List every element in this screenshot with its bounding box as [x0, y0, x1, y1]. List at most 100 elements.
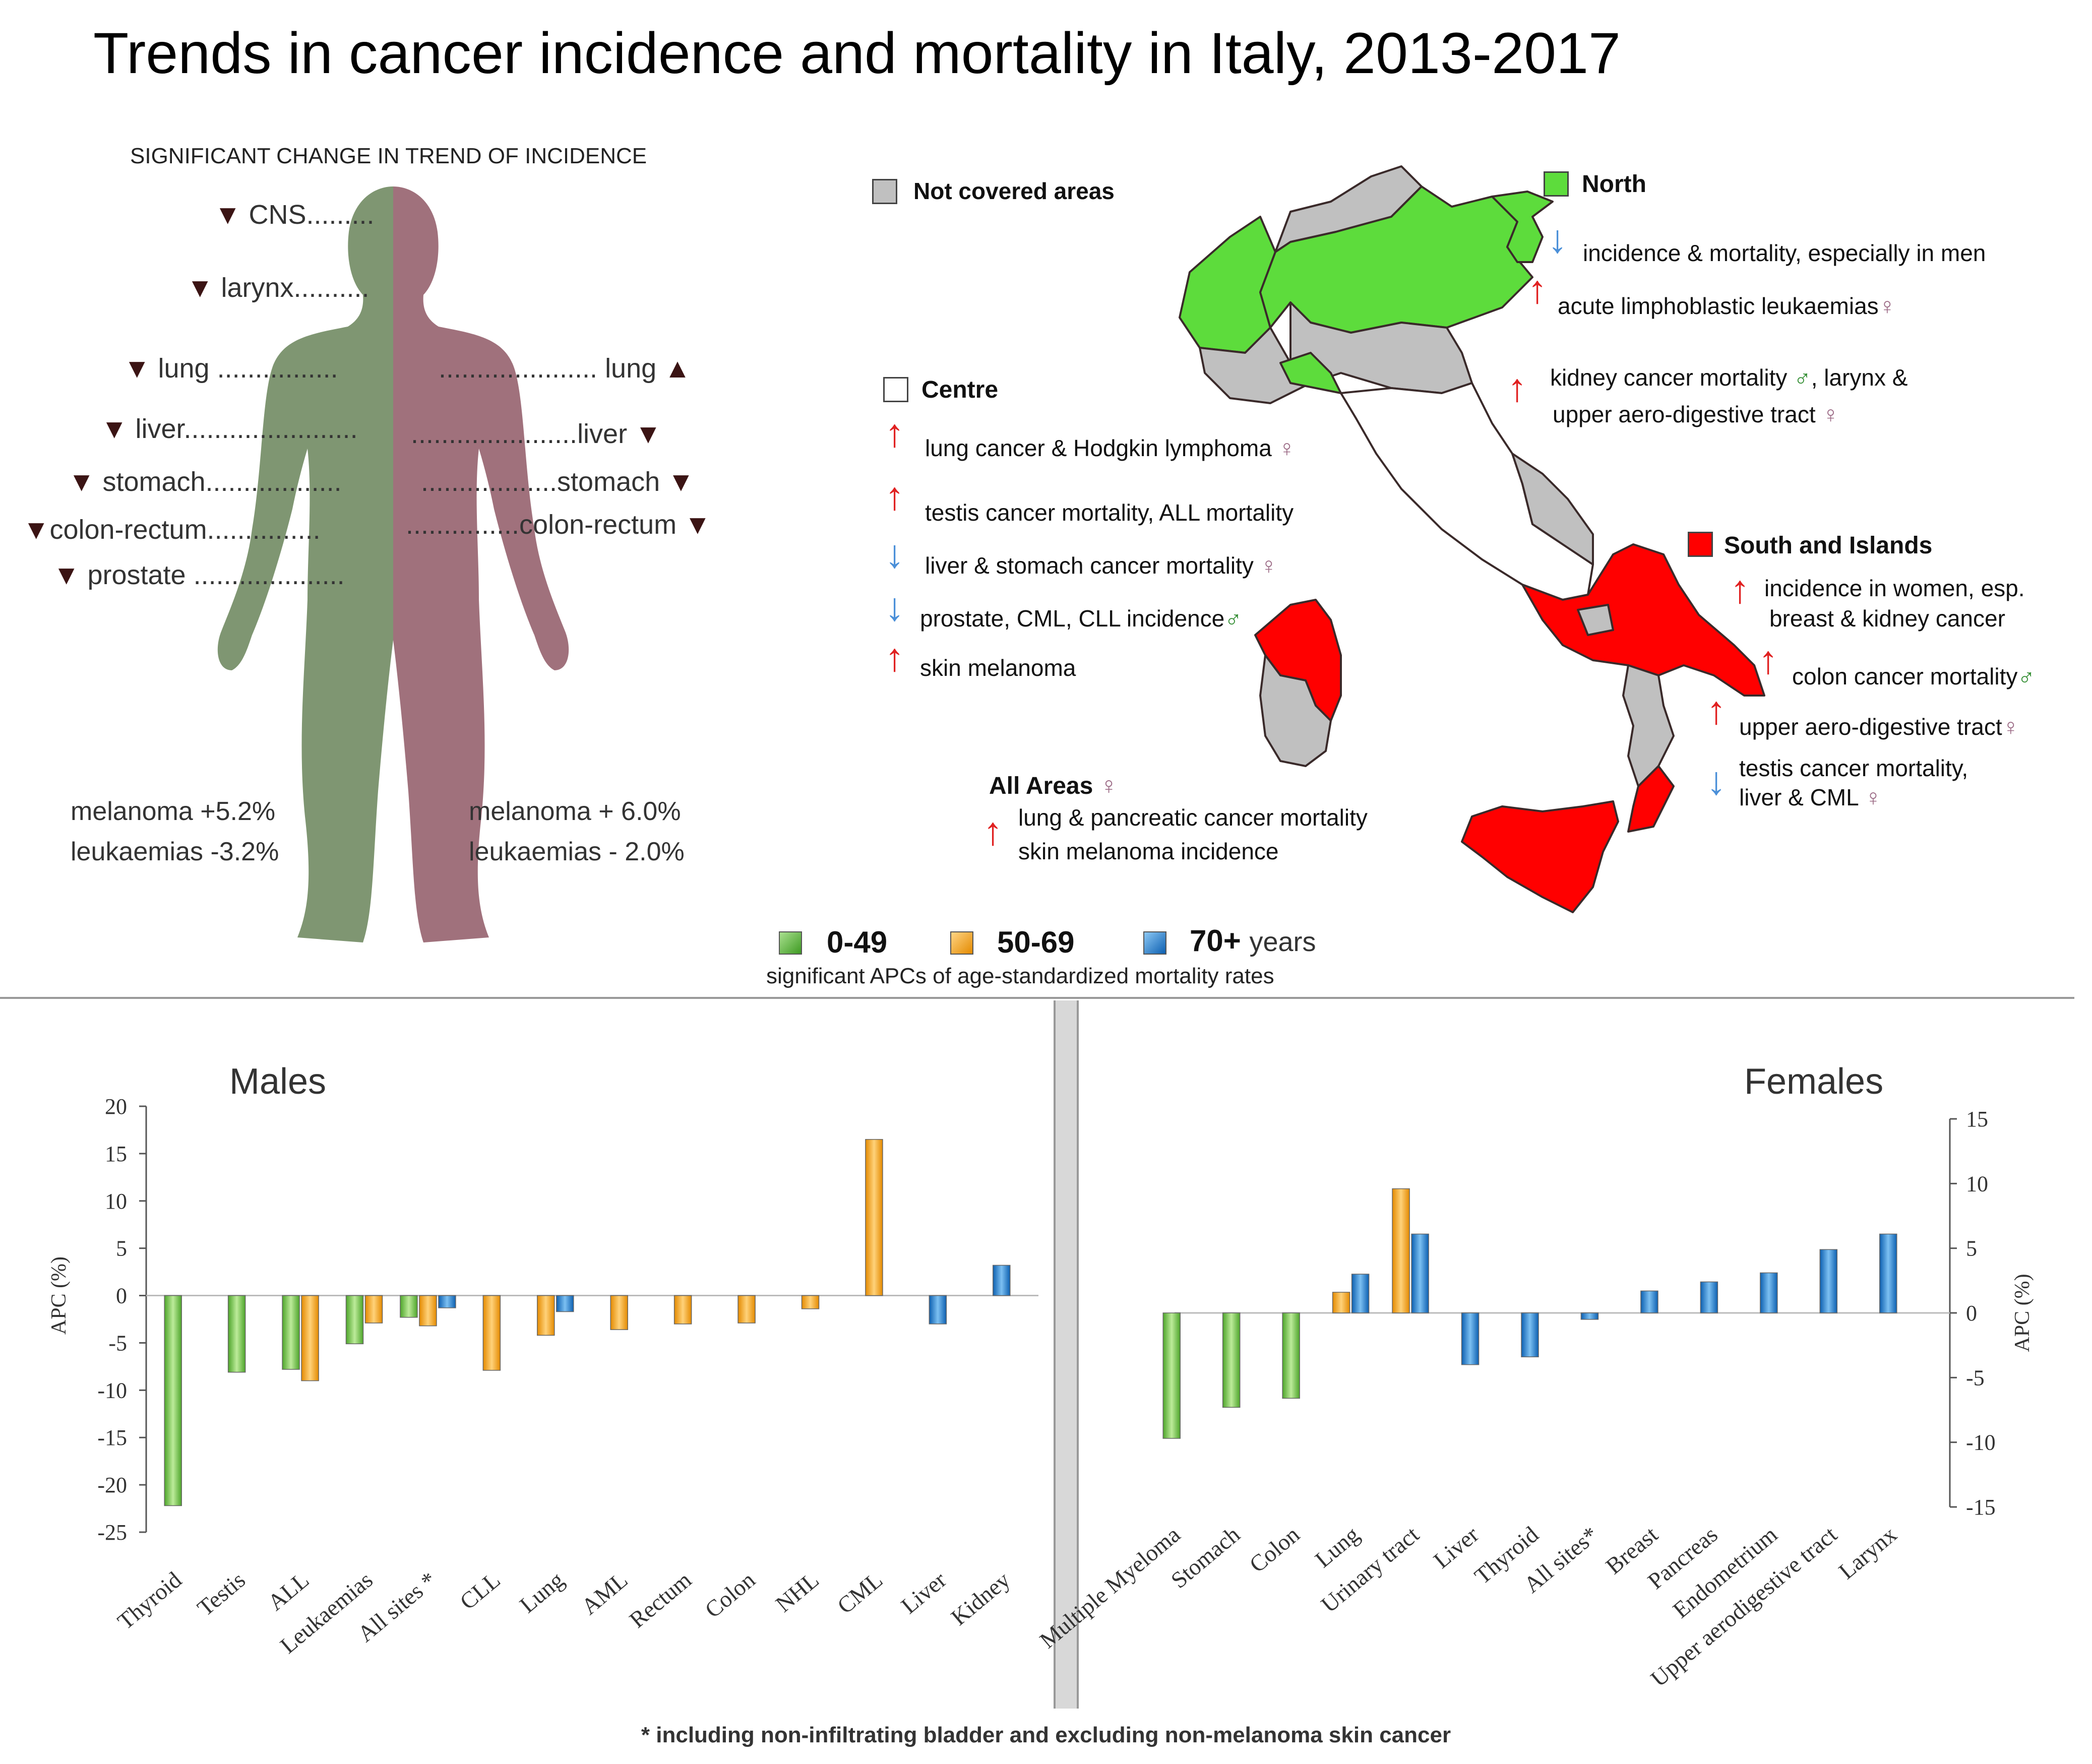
males-chart: Males 20 15 10 5 0 -5 -10 -15 -20 -25 APC (%) Thyroi… [47, 1061, 1038, 1659]
map-calabria-red [1627, 765, 1675, 833]
footnote: * including non-infiltrating bladder and… [641, 1723, 1451, 1747]
y-tick-label: 0 [1966, 1301, 1977, 1326]
vertical-divider [1054, 1000, 1079, 1709]
y-axis-label: APC (%) [2011, 1274, 2034, 1352]
x-category-label: Rectum [625, 1566, 697, 1632]
bar-age-50-69 [1332, 1292, 1350, 1313]
bar-age-70-plus [929, 1295, 947, 1325]
female-organ-stomach: ..................stomach ▼ [421, 467, 695, 497]
north-note-2: acute limphoblastic leukaemias♀ [1558, 293, 1896, 319]
female-symbol-icon: ♀ [1864, 784, 1882, 810]
centre-note-1: lung cancer & Hodgkin lymphoma ♀ [925, 435, 1296, 461]
map-north-east [1491, 191, 1554, 263]
x-category-label: ALL [263, 1567, 314, 1616]
north-down-arrow-icon: ↓ [1548, 217, 1567, 261]
south-note-3: colon cancer mortality♂ [1792, 663, 2035, 689]
male-symbol-icon: ♂ [2017, 663, 2035, 689]
y-axis-label: APC (%) [47, 1256, 71, 1335]
y-tick-label: 5 [1966, 1236, 1977, 1261]
age-swatch-0-49 [779, 931, 802, 955]
centre-swatch [883, 377, 908, 402]
bar-age-50-69 [673, 1295, 692, 1325]
age-label-70-plus: 70+ years [1190, 924, 1316, 958]
y-tick-label: -10 [97, 1378, 127, 1403]
bar-age-70-plus [1879, 1233, 1897, 1313]
south-down-arrow-icon: ↓ [1706, 759, 1726, 803]
bar-age-70-plus [1580, 1312, 1599, 1320]
south-up-arrow-3-icon: ↑ [1706, 688, 1726, 732]
centre-down-arrow-icon: ↓ [885, 532, 904, 576]
y-tick-label: 20 [105, 1094, 127, 1119]
y-tick-label: 0 [116, 1284, 127, 1308]
centre-note-5: skin melanoma [920, 655, 1076, 681]
mortality-caption: significant APCs of age-standardized mor… [766, 964, 1274, 988]
y-tick-label: -15 [1966, 1495, 1996, 1520]
chart-title: Males [229, 1061, 326, 1102]
female-symbol-icon: ♀ [1278, 435, 1296, 461]
female-symbol-icon: ♀ [1260, 552, 1278, 579]
x-category-label: Stomach [1166, 1522, 1245, 1594]
x-category-label: Colon [700, 1567, 760, 1623]
y-tick-label: 5 [116, 1236, 127, 1261]
female-symbol-icon: ♀ [2002, 714, 2020, 740]
bar-age-0-49 [1282, 1312, 1300, 1399]
male-organ-liver: ▼ liver....................... [101, 414, 358, 444]
north-up-arrow-2-icon: ↑ [1507, 365, 1527, 410]
centre-title: Centre [921, 376, 999, 403]
x-category-label: Colon [1245, 1522, 1305, 1578]
centre-up-arrow-2-icon: ↑ [885, 474, 904, 518]
bar-age-50-69 [537, 1295, 555, 1336]
map-sardinia-grey [1259, 654, 1332, 767]
x-category-label: Testis [193, 1567, 250, 1621]
female-organ-lung: ..................... lung ▲ [439, 353, 691, 384]
south-swatch [1688, 532, 1713, 557]
horizontal-divider [0, 997, 2074, 999]
south-note-6: liver & CML ♀ [1739, 784, 1882, 810]
bar-age-50-69 [482, 1295, 501, 1371]
bar-age-50-69 [610, 1295, 628, 1330]
female-organ-liver: ......................liver ▼ [411, 419, 662, 449]
y-tick-label: 15 [1966, 1107, 1988, 1131]
all-areas-note-2: skin melanoma incidence [1018, 838, 1279, 864]
centre-up-arrow-3-icon: ↑ [885, 635, 904, 679]
x-category-label: Larynx [1834, 1522, 1902, 1584]
north-note-4: upper aero-digestive tract ♀ [1553, 401, 1839, 427]
bar-age-0-49 [400, 1295, 418, 1318]
bar-age-0-49 [1222, 1312, 1241, 1408]
bar-age-50-69 [419, 1295, 437, 1327]
male-symbol-icon: ♂ [1794, 364, 1811, 391]
bar-age-0-49 [164, 1295, 182, 1506]
x-category-label: Kidney [946, 1567, 1015, 1630]
male-organ-larynx: ▼ larynx.......... [187, 273, 370, 303]
bar-age-50-69 [865, 1139, 883, 1296]
male-melanoma-stat: melanoma +5.2% [71, 797, 276, 826]
age-swatch-50-69 [950, 931, 973, 955]
italy-map [1179, 165, 1765, 913]
north-note-1: incidence & mortality, especially in men [1583, 240, 1986, 266]
map-centre-east-grey [1511, 453, 1594, 565]
y-tick-label: -5 [108, 1331, 127, 1355]
bar-age-70-plus [438, 1295, 456, 1308]
bar-age-70-plus [1819, 1249, 1838, 1313]
female-organ-colon-rectum: ...............colon-rectum ▼ [406, 510, 711, 540]
female-leukaemias-stat: leukaemias - 2.0% [469, 837, 685, 866]
bar-age-50-69 [301, 1295, 319, 1381]
male-organ-stomach: ▼ stomach.................. [68, 467, 342, 497]
legend-not-covered-label: Not covered areas [913, 178, 1115, 204]
bar-age-0-49 [1162, 1312, 1181, 1439]
y-tick-label: -5 [1966, 1365, 1985, 1390]
x-category-label: NHL [771, 1567, 824, 1617]
male-symbol-icon: ♂ [1224, 605, 1242, 632]
north-swatch [1544, 171, 1569, 197]
all-areas-up-arrow-icon: ↑ [983, 809, 1003, 853]
map-south-inner-grey [1577, 604, 1614, 636]
x-category-label: Lung [515, 1567, 569, 1618]
bar-age-70-plus [1760, 1272, 1778, 1313]
bar-age-70-plus [1521, 1312, 1539, 1358]
all-areas-title: All Areas ♀ [989, 773, 1118, 799]
bar-age-0-49 [282, 1295, 300, 1370]
female-symbol-icon: ♀ [1099, 773, 1118, 799]
body-panel-caption: SIGNIFICANT CHANGE IN TREND OF INCIDENCE [130, 144, 647, 168]
south-up-arrow-2-icon: ↑ [1758, 638, 1778, 682]
y-tick-label: -10 [1966, 1430, 1996, 1455]
